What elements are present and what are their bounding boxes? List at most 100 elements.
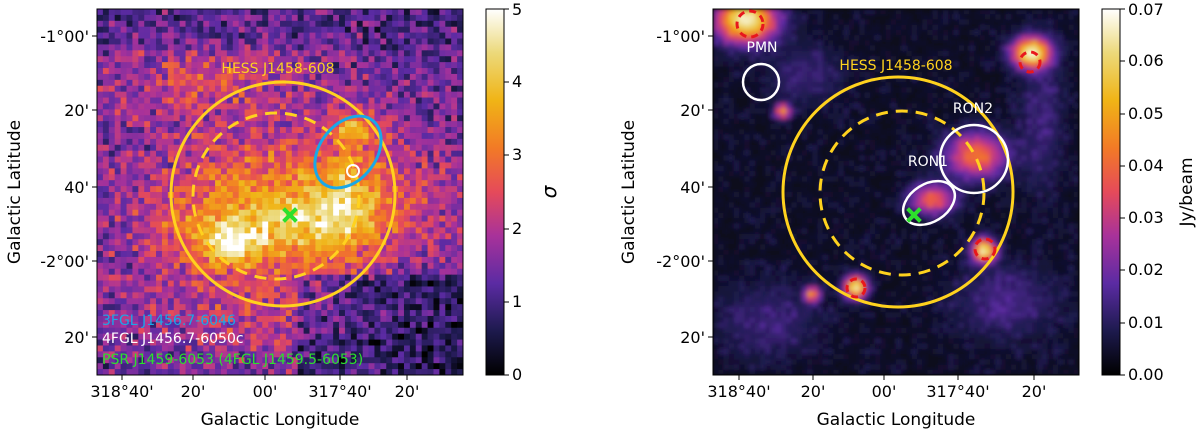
heatmap-cell: [362, 227, 369, 234]
heatmap-cell: [890, 66, 897, 73]
heatmap-cell: [97, 121, 104, 128]
heatmap-cell: [102, 32, 110, 39]
heatmap-cell: [238, 315, 245, 323]
heatmap-cell: [114, 327, 122, 335]
heatmap-cell: [356, 339, 364, 346]
left-4fgl-circle: [346, 164, 360, 178]
heatmap-cell: [303, 38, 310, 45]
heatmap-cell: [197, 9, 204, 16]
heatmap-cell: [415, 274, 423, 281]
heatmap-cell: [723, 82, 730, 88]
heatmap-cell: [828, 61, 834, 67]
heatmap-cell: [875, 66, 881, 73]
heatmap-cell: [303, 351, 310, 358]
heatmap-cell: [232, 14, 240, 22]
heatmap-cell: [1037, 24, 1043, 31]
heatmap-cell: [754, 35, 761, 41]
heatmap-cell: [963, 14, 970, 20]
heatmap-cell: [333, 233, 340, 240]
heatmap-cell: [901, 87, 907, 94]
heatmap-cell: [114, 262, 122, 270]
heatmap-cell: [197, 50, 204, 57]
heatmap-cell: [765, 82, 771, 88]
heatmap-cell: [969, 24, 975, 31]
heatmap-cell: [362, 44, 369, 51]
heatmap-cell: [156, 321, 163, 329]
heatmap-cell: [445, 192, 452, 199]
heatmap-cell: [433, 44, 440, 51]
heatmap-cell: [309, 9, 316, 16]
heatmap-cell: [339, 274, 346, 281]
heatmap-cell: [421, 109, 428, 116]
heatmap-cell: [185, 357, 192, 364]
heatmap-cell: [1016, 24, 1022, 31]
heatmap-cell: [156, 304, 163, 311]
heatmap-cell: [102, 286, 110, 293]
heatmap-cell: [327, 339, 334, 346]
heatmap-cell: [817, 40, 824, 46]
heatmap-cell: [415, 327, 423, 335]
heatmap-cell: [421, 162, 428, 169]
heatmap-cell: [321, 351, 328, 358]
heatmap-cell: [132, 97, 139, 104]
heatmap-cell: [754, 87, 761, 94]
heatmap-cell: [268, 327, 275, 335]
heatmap-cell: [138, 209, 145, 217]
heatmap-cell: [943, 9, 949, 15]
heatmap-cell: [433, 121, 440, 128]
heatmap-cell: [362, 327, 369, 335]
heatmap-cell: [718, 19, 724, 26]
heatmap-cell: [102, 357, 110, 364]
heatmap-cell: [356, 315, 364, 323]
heatmap-cell: [309, 280, 316, 287]
heatmap-cell: [303, 62, 310, 69]
heatmap-cell: [226, 268, 234, 276]
heatmap-cell: [161, 268, 169, 276]
heatmap-cell: [226, 103, 234, 110]
heatmap-cell: [1063, 24, 1069, 31]
heatmap-cell: [291, 186, 299, 193]
heatmap-cell: [114, 9, 122, 16]
heatmap-cell: [191, 321, 198, 329]
heatmap-cell: [315, 79, 322, 87]
heatmap-cell: [126, 268, 133, 276]
heatmap-cell: [102, 339, 110, 346]
heatmap-cell: [409, 298, 417, 305]
heatmap-cell: [268, 357, 275, 364]
heatmap-cell: [315, 321, 322, 329]
heatmap-cell: [309, 369, 316, 375]
heatmap-cell: [97, 20, 104, 28]
heatmap-cell: [445, 44, 452, 51]
heatmap-cell: [179, 227, 186, 234]
heatmap-cell: [185, 56, 192, 63]
heatmap-cell: [102, 44, 110, 51]
heatmap-cell: [439, 138, 446, 146]
heatmap-cell: [451, 233, 458, 240]
heatmap-cell: [713, 35, 719, 41]
heatmap-cell: [303, 286, 310, 293]
heatmap-cell: [368, 168, 375, 175]
heatmap-cell: [1042, 56, 1049, 62]
heatmap-cell: [932, 76, 939, 83]
heatmap-cell: [238, 132, 245, 140]
heatmap-cell: [439, 215, 446, 222]
heatmap-cell: [144, 310, 151, 317]
heatmap-cell: [333, 286, 340, 293]
heatmap-cell: [209, 186, 216, 193]
heatmap-cell: [274, 345, 281, 352]
heatmap-cell: [250, 127, 257, 134]
heatmap-cell: [409, 262, 417, 270]
heatmap-cell: [374, 68, 381, 75]
heatmap-cell: [362, 197, 369, 205]
heatmap-cell: [1016, 45, 1022, 52]
heatmap-cell: [315, 180, 322, 187]
heatmap-cell: [138, 168, 145, 175]
heatmap-cell: [161, 274, 169, 281]
heatmap-cell: [102, 203, 110, 211]
heatmap-cell: [179, 203, 186, 211]
heatmap-cell: [161, 121, 169, 128]
heatmap-cell: [1058, 66, 1064, 73]
heatmap-cell: [250, 369, 257, 375]
heatmap-cell: [1068, 87, 1075, 94]
heatmap-cell: [280, 9, 287, 16]
